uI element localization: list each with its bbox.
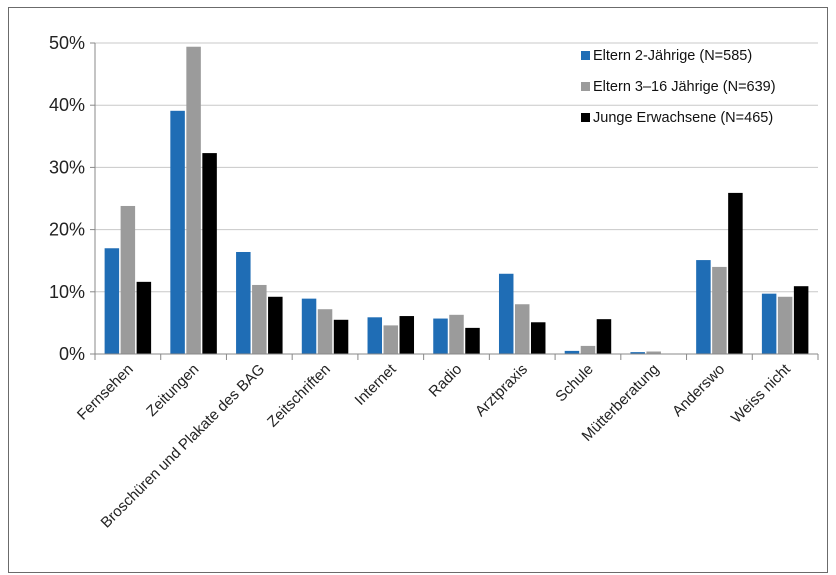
bar	[761, 293, 777, 354]
legend-label: Eltern 2-Jährige (N=585)	[593, 48, 752, 64]
y-tick-label: 0%	[59, 344, 85, 364]
bar	[449, 314, 464, 354]
bar	[514, 304, 530, 354]
bar	[252, 284, 267, 354]
bar	[104, 248, 120, 354]
bar	[367, 317, 383, 354]
legend-swatch	[581, 82, 590, 91]
x-category-label: Internet	[352, 360, 401, 409]
x-category-label: Anderswo	[669, 361, 728, 420]
x-category-label: Zeitungen	[143, 361, 202, 420]
y-tick-label: 30%	[49, 157, 85, 177]
bar	[301, 298, 317, 354]
bar	[399, 316, 415, 354]
bar	[236, 251, 251, 354]
bar	[333, 319, 349, 354]
legend: Eltern 2-Jährige (N=585) Eltern 3–16 Jähr…	[581, 48, 776, 126]
bar	[186, 46, 201, 355]
bar	[170, 110, 185, 354]
legend-label: Eltern 3–16 Jährige (N=639)	[593, 79, 776, 95]
x-category-label: Zeitschriften	[264, 361, 334, 431]
axes	[90, 42, 819, 360]
y-tick-label: 40%	[49, 95, 85, 115]
bar-series	[104, 46, 809, 355]
x-category-label: Schule	[552, 361, 596, 405]
bar	[498, 273, 514, 354]
bar	[383, 325, 399, 354]
legend-label: Junge Erwachsene (N=465)	[593, 110, 773, 126]
x-category-label: Fernsehen	[74, 361, 137, 424]
bar	[465, 327, 480, 354]
bar	[268, 296, 283, 354]
bar	[120, 205, 136, 354]
bar	[317, 309, 333, 354]
y-tick-label: 20%	[49, 220, 85, 240]
y-tick-label: 50%	[49, 33, 85, 53]
x-category-label: Arztpraxis	[472, 361, 531, 420]
legend-swatch	[581, 51, 590, 60]
bar	[630, 352, 645, 354]
bar	[696, 260, 711, 354]
y-axis-tick-labels: 0% 10% 20% 30% 40% 50%	[49, 33, 85, 364]
bar	[728, 192, 743, 354]
bar	[580, 345, 596, 354]
bar	[564, 350, 580, 354]
bar	[530, 322, 546, 354]
legend-swatch	[581, 113, 590, 122]
bar	[136, 281, 152, 354]
bar	[793, 286, 809, 354]
bar	[712, 266, 727, 354]
x-category-label: Weiss nicht	[728, 360, 795, 427]
bar	[202, 153, 217, 354]
bar	[777, 296, 793, 354]
bar	[433, 318, 448, 354]
x-category-label: Radio	[426, 361, 466, 401]
y-tick-label: 10%	[49, 282, 85, 302]
bar	[646, 351, 661, 354]
bar	[596, 319, 612, 354]
